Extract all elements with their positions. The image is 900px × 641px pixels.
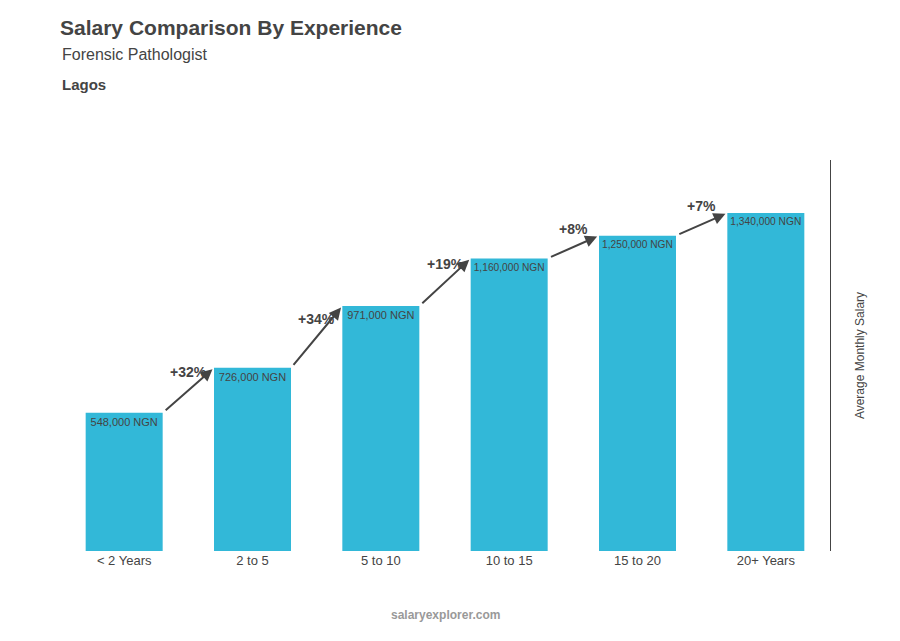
svg-text:5 to 10: 5 to 10 (361, 553, 401, 568)
svg-text:15 to 20: 15 to 20 (614, 553, 661, 568)
svg-text:1,160,000 NGN: 1,160,000 NGN (474, 262, 545, 273)
svg-text:20+ Years: 20+ Years (737, 553, 796, 568)
svg-text:+32%: +32% (170, 364, 207, 380)
svg-text:Salary Comparison By Experienc: Salary Comparison By Experience (60, 16, 402, 39)
svg-text:1,340,000 NGN: 1,340,000 NGN (730, 216, 801, 227)
svg-text:2 to 5: 2 to 5 (236, 553, 269, 568)
svg-text:< 2 Years: < 2 Years (97, 553, 152, 568)
svg-text:+8%: +8% (559, 221, 588, 237)
svg-text:Forensic Pathologist: Forensic Pathologist (62, 46, 208, 63)
svg-text:Lagos: Lagos (62, 76, 106, 93)
svg-text:+7%: +7% (687, 198, 716, 214)
svg-text:Average Monthly Salary: Average Monthly Salary (853, 292, 867, 419)
svg-text:971,000 NGN: 971,000 NGN (347, 309, 414, 321)
svg-text:1,250,000 NGN: 1,250,000 NGN (602, 239, 673, 250)
svg-text:548,000 NGN: 548,000 NGN (91, 416, 158, 428)
svg-text:726,000 NGN: 726,000 NGN (219, 371, 286, 383)
svg-text:salaryexplorer.com: salaryexplorer.com (391, 608, 500, 622)
svg-text:+19%: +19% (427, 256, 464, 272)
svg-text:10 to 15: 10 to 15 (486, 553, 533, 568)
svg-text:+34%: +34% (298, 311, 335, 327)
